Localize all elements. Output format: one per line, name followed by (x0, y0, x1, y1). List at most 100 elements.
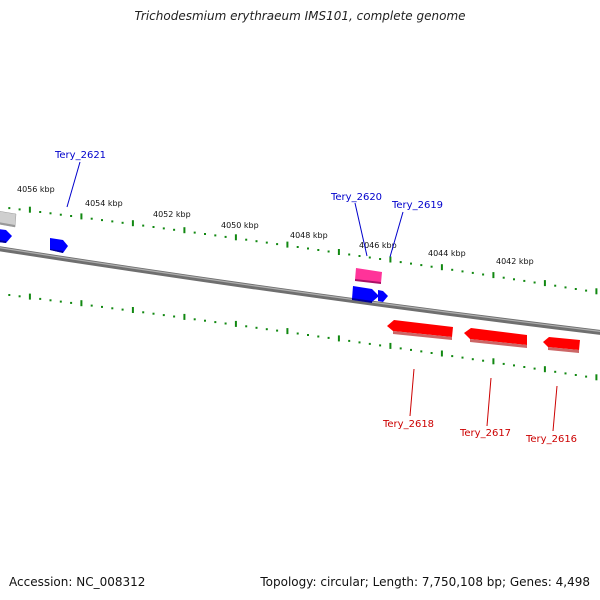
scale-tick-minor (296, 332, 299, 335)
label-tery-2620[interactable]: Tery_2620 (330, 192, 382, 203)
scale-tick-minor (451, 355, 454, 358)
scale-tick-minor (471, 271, 474, 274)
scale-tick-minor (451, 268, 454, 271)
scale-tick-major (286, 328, 289, 335)
scale-tick-major (389, 342, 392, 349)
scale-tick-minor (513, 278, 515, 281)
scale-tick-minor (554, 284, 557, 287)
scale-tick-minor (564, 286, 567, 289)
scale-tick-minor (70, 215, 73, 217)
scale-tick-minor (348, 339, 351, 342)
scale-tick-major (595, 374, 598, 381)
scale-tick-minor (523, 279, 526, 282)
scale-tick-minor (49, 299, 52, 302)
scale-tick-major (183, 313, 186, 320)
scale-tick-minor (410, 348, 412, 351)
scale-tick-minor (307, 247, 309, 250)
scale-tick-major (183, 227, 186, 234)
scale-tick-major (543, 280, 546, 287)
gene-arrow-tery-2618[interactable] (387, 320, 453, 340)
leader-tery-2621 (66, 161, 81, 208)
gene-arrow-tery-2619[interactable] (352, 286, 388, 303)
scale-tick-minor (245, 238, 248, 241)
scale-tick-minor (585, 375, 588, 378)
scale-tick-minor (162, 227, 165, 230)
scale-tick-minor (276, 243, 279, 246)
scale-tick-major (389, 256, 392, 263)
scale-tick-major (131, 307, 134, 313)
scale-tick-minor (430, 265, 433, 268)
gene-arrow-tery-2616[interactable] (543, 337, 580, 353)
scale-ticks-reverse (8, 293, 598, 381)
gene-partial-gray[interactable] (0, 211, 17, 228)
scale-tick-minor (59, 300, 62, 303)
scale-label-4052: 4052 kbp (153, 210, 191, 219)
scale-tick-minor (90, 217, 93, 220)
label-tery-2618[interactable]: Tery_2618 (382, 419, 434, 430)
label-tery-2621[interactable]: Tery_2621 (54, 150, 106, 161)
scale-ticks-forward (8, 206, 598, 295)
leader-tery-2620 (354, 202, 368, 257)
scale-tick-minor (554, 370, 557, 373)
scale-tick-minor (358, 255, 361, 257)
scale-tick-minor (471, 358, 474, 361)
scale-tick-minor (101, 305, 103, 308)
scale-tick-minor (410, 262, 412, 265)
label-tery-2616[interactable]: Tery_2616 (525, 434, 577, 445)
scale-tick-minor (152, 312, 155, 315)
scale-tick-minor (59, 213, 62, 216)
scale-tick-minor (564, 372, 567, 375)
scale-tick-minor (513, 364, 515, 367)
map-title: Trichodesmium erythraeum IMS101, complet… (134, 9, 466, 23)
leader-tery-2616 (552, 385, 558, 432)
genome-summary-text: Topology: circular; Length: 7,750,108 bp… (260, 575, 590, 589)
gene-arrow-tery-2620[interactable] (355, 268, 382, 284)
gene-arrow-tery-2621[interactable] (50, 238, 68, 253)
scale-tick-minor (121, 308, 124, 311)
scale-tick-minor (142, 311, 145, 314)
scale-tick-minor (379, 258, 382, 260)
scale-tick-major (440, 264, 443, 271)
scale-tick-minor (317, 249, 320, 251)
scale-tick-minor (430, 352, 433, 354)
scale-label-4054: 4054 kbp (85, 199, 123, 208)
label-leaders (66, 161, 558, 432)
scale-tick-major (80, 300, 83, 307)
scale-tick-major (234, 234, 237, 241)
label-tery-2619[interactable]: Tery_2619 (391, 200, 443, 211)
scale-tick-minor (245, 325, 248, 328)
scale-tick-minor (265, 328, 268, 331)
scale-tick-major (440, 350, 443, 357)
scale-tick-minor (276, 329, 279, 332)
scale-tick-minor (224, 322, 227, 325)
gene-arrow-blue-left-edge[interactable] (0, 229, 12, 243)
gene-arrow-tery-2617[interactable] (464, 328, 527, 348)
scale-tick-minor (142, 224, 145, 227)
scale-tick-major (595, 288, 598, 295)
scale-label-4044: 4044 kbp (428, 249, 466, 258)
scale-tick-minor (502, 276, 505, 279)
scale-label-4050: 4050 kbp (221, 221, 259, 230)
scale-tick-minor (70, 301, 73, 304)
label-tery-2617[interactable]: Tery_2617 (459, 428, 511, 439)
scale-tick-minor (296, 246, 299, 248)
leader-tery-2619 (389, 211, 404, 258)
scale-tick-minor (90, 304, 93, 307)
scale-tick-minor (533, 281, 536, 284)
scale-tick-minor (111, 307, 114, 310)
scale-tick-minor (214, 234, 217, 237)
scale-tick-minor (173, 228, 176, 231)
scale-tick-minor (307, 334, 309, 336)
scale-label-4042: 4042 kbp (496, 257, 534, 266)
scale-tick-minor (379, 344, 382, 347)
scale-tick-minor (482, 273, 485, 276)
scale-tick-major (131, 220, 134, 227)
scale-tick-minor (101, 219, 103, 222)
scale-tick-minor (502, 362, 505, 365)
scale-tick-minor (348, 253, 351, 256)
scale-labels: 4056 kbp 4054 kbp 4052 kbp 4050 kbp 4048… (17, 185, 534, 266)
scale-tick-minor (574, 374, 577, 376)
scale-tick-major (234, 320, 237, 327)
scale-tick-minor (8, 294, 11, 296)
